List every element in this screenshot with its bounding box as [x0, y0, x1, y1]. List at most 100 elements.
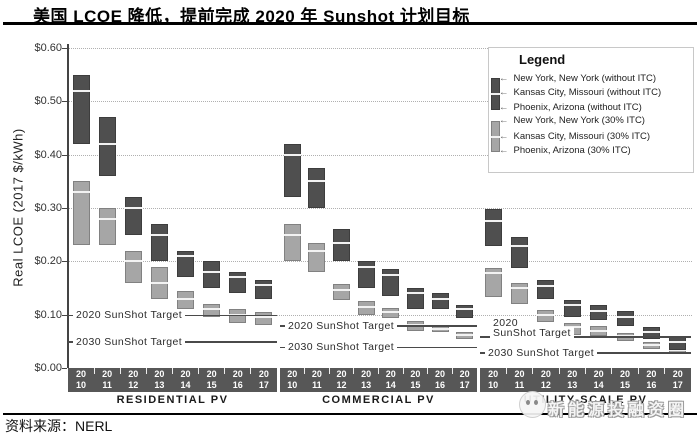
year-label: 20 17: [258, 369, 269, 390]
y-tick-mark: [62, 208, 67, 209]
bar-mid-line: [333, 288, 351, 291]
bar-itc30: [333, 284, 351, 301]
band-tick: [378, 368, 379, 374]
band-tick: [145, 368, 147, 374]
bar-mid-line: [283, 153, 301, 156]
bar-mid-line: [255, 284, 273, 287]
bar-mid-line: [357, 305, 375, 308]
legend-item: ← New York, New York (without ITC): [499, 73, 656, 84]
band-tick: [585, 368, 586, 374]
bar-without-itc: [431, 293, 449, 310]
bar-mid-line: [511, 286, 529, 289]
bar-mid-line: [72, 89, 90, 92]
year-label: 20 14: [593, 369, 604, 390]
y-tick-label: $0.10: [34, 308, 62, 321]
year-label: 20 14: [180, 369, 191, 390]
bar-without-itc: [72, 74, 90, 144]
bar-itc30: [98, 208, 116, 246]
sunshot-target-label: 2020 SunShot Target: [73, 309, 186, 322]
y-tick-label: $0.50: [34, 95, 62, 108]
legend-arrow-icon: ←: [499, 115, 509, 127]
year-label: 20 15: [410, 369, 421, 390]
legend-arrow-icon: ←: [499, 130, 509, 142]
legend-box: Legend ← New York, New York (without ITC)…: [488, 47, 694, 173]
bar-mid-line: [308, 249, 326, 252]
legend-swatch-itc30: [491, 120, 500, 152]
band-tick: [611, 368, 613, 374]
legend-title: Legend: [519, 52, 566, 67]
bar-mid-line: [537, 313, 555, 316]
year-label: 20 10: [76, 369, 87, 390]
legend-item: ← Phoenix, Arizona (without ITC): [499, 102, 642, 113]
bar-itc30: [431, 325, 449, 333]
bar-mid-line: [124, 260, 142, 263]
year-label: 20 11: [514, 369, 525, 390]
band-tick: [637, 368, 639, 374]
year-label: 20 12: [336, 369, 347, 390]
bar-without-itc: [642, 327, 660, 339]
bar-mid-line: [229, 276, 247, 279]
y-axis-line: [67, 44, 69, 368]
band-tick: [558, 368, 560, 374]
bar-mid-line: [669, 349, 687, 352]
bar-itc30: [456, 331, 474, 339]
y-tick-mark: [62, 101, 67, 103]
legend-arrow-icon: ←: [499, 86, 509, 98]
bar-itc30: [382, 308, 400, 319]
bar-mid-line: [150, 281, 168, 284]
gridline: [68, 314, 692, 316]
bar-without-itc: [229, 272, 247, 294]
bar-without-itc: [150, 224, 168, 262]
year-label: 20 17: [672, 369, 683, 390]
bar-itc30: [642, 342, 660, 350]
bar-itc30: [72, 181, 90, 246]
bar-itc30: [203, 304, 221, 318]
band-tick: [250, 368, 252, 374]
bar-mid-line: [98, 142, 116, 145]
legend-arrow-icon: ←: [499, 145, 509, 157]
page-title: 美国 LCOE 降低，提前完成 2020 年 Sunshot 计划目标: [33, 7, 470, 26]
sunshot-target-label: 2030 SunShot Target: [73, 335, 186, 348]
bottom-divider: [3, 413, 697, 415]
sunshot-target-label: SunShot Target: [490, 327, 574, 339]
bar-mid-line: [283, 233, 301, 236]
legend-item: ← Kansas City, Missouri (30% ITC): [499, 131, 650, 142]
bar-itc30: [308, 242, 326, 272]
year-label: 20 13: [361, 369, 372, 390]
band-tick: [328, 368, 330, 374]
bar-mid-line: [124, 206, 142, 209]
gridline: [68, 208, 692, 209]
legend-item-label: Phoenix, Arizona (30% ITC): [513, 145, 631, 157]
bar-without-itc: [590, 305, 608, 320]
year-label: 20 17: [459, 369, 470, 390]
bar-without-itc: [177, 250, 195, 278]
bar-without-itc: [456, 305, 474, 319]
group-label: RESIDENTIAL PV: [116, 394, 229, 406]
band-tick: [505, 368, 507, 374]
year-label: 20 15: [620, 369, 631, 390]
bar-mid-line: [382, 273, 400, 276]
year-label: 20 14: [385, 369, 396, 390]
legend-item: ← Phoenix, Arizona (30% ITC): [499, 145, 631, 156]
sunshot-target-label: 2020 SunShot Target: [285, 319, 398, 332]
bar-mid-line: [177, 254, 195, 257]
bar-mid-line: [616, 334, 634, 337]
legend-item-label: New York, New York (without ITC): [513, 72, 657, 84]
watermark-logo-icon: [519, 391, 546, 418]
bar-mid-line: [456, 333, 474, 336]
y-tick-label: $0.20: [34, 255, 62, 268]
watermark-text: 新能源投融资圈: [548, 402, 689, 419]
year-label: 20 13: [154, 369, 165, 390]
bar-without-itc: [283, 144, 301, 198]
title-divider: [3, 22, 697, 25]
bar-mid-line: [590, 309, 608, 312]
bar-itc30: [590, 326, 608, 336]
gridline: [68, 261, 692, 263]
bar-without-itc: [203, 261, 221, 288]
bar-without-itc: [124, 197, 142, 235]
bar-itc30: [537, 310, 555, 322]
bar-mid-line: [484, 272, 502, 275]
legend-swatch-without-itc: [491, 78, 500, 110]
legend-arrow-icon: ←: [499, 101, 509, 113]
